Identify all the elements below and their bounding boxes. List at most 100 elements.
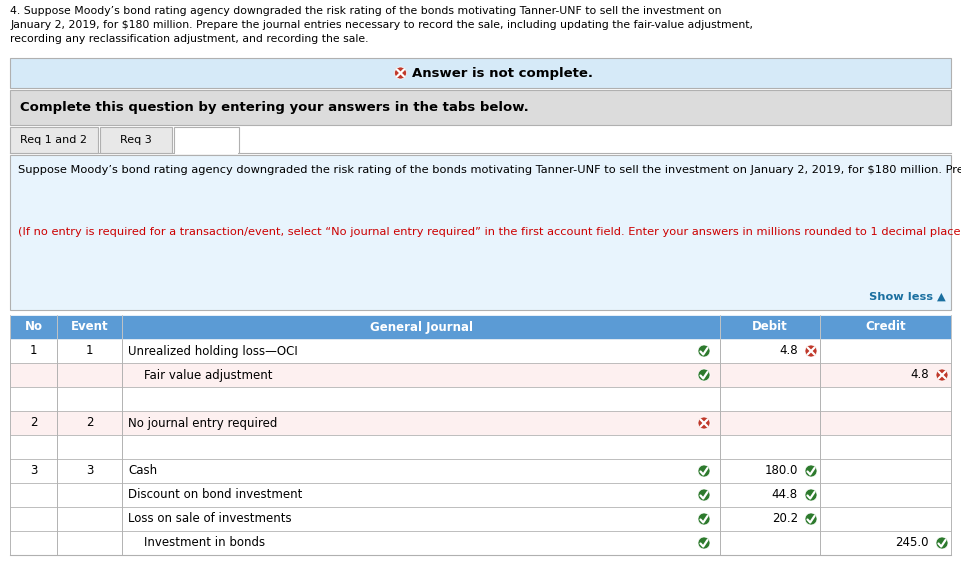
Text: No: No	[24, 320, 42, 333]
Text: 180.0: 180.0	[765, 465, 798, 477]
Polygon shape	[10, 155, 951, 310]
Text: 44.8: 44.8	[772, 489, 798, 502]
Polygon shape	[820, 411, 951, 435]
Polygon shape	[10, 435, 57, 459]
Polygon shape	[10, 315, 57, 339]
Text: 3: 3	[30, 465, 37, 477]
Polygon shape	[820, 507, 951, 531]
Polygon shape	[820, 483, 951, 507]
Polygon shape	[820, 531, 951, 555]
Text: 2: 2	[30, 416, 37, 429]
Text: 4. Suppose Moody’s bond rating agency downgraded the risk rating of the bonds mo: 4. Suppose Moody’s bond rating agency do…	[10, 6, 722, 16]
Text: Show less ▲: Show less ▲	[870, 292, 946, 302]
Circle shape	[698, 369, 710, 381]
Polygon shape	[720, 435, 820, 459]
Polygon shape	[57, 531, 122, 555]
Polygon shape	[57, 435, 122, 459]
Polygon shape	[10, 459, 57, 483]
Text: 2: 2	[86, 416, 93, 429]
Polygon shape	[122, 387, 720, 411]
Circle shape	[698, 417, 710, 429]
Text: January 2, 2019, for $180 million. Prepare the journal entries necessary to reco: January 2, 2019, for $180 million. Prepa…	[10, 20, 753, 30]
Circle shape	[698, 537, 710, 549]
Text: Event: Event	[71, 320, 109, 333]
Text: recording any reclassification adjustment, and recording the sale.: recording any reclassification adjustmen…	[10, 34, 368, 44]
Polygon shape	[122, 363, 720, 387]
Text: Discount on bond investment: Discount on bond investment	[128, 489, 303, 502]
Polygon shape	[122, 339, 720, 363]
Text: 1: 1	[30, 345, 37, 358]
Text: Fair value adjustment: Fair value adjustment	[144, 369, 273, 382]
Circle shape	[805, 465, 817, 477]
Text: Req 3: Req 3	[120, 135, 152, 145]
Polygon shape	[57, 507, 122, 531]
Polygon shape	[10, 58, 951, 88]
Polygon shape	[57, 387, 122, 411]
Polygon shape	[122, 459, 720, 483]
Polygon shape	[10, 339, 57, 363]
Polygon shape	[57, 459, 122, 483]
Polygon shape	[122, 411, 720, 435]
Circle shape	[698, 465, 710, 477]
Text: Suppose Moody’s bond rating agency downgraded the risk rating of the bonds motiv: Suppose Moody’s bond rating agency downg…	[18, 165, 961, 175]
Text: Unrealized holding loss—OCI: Unrealized holding loss—OCI	[128, 345, 298, 358]
Text: Complete this question by entering your answers in the tabs below.: Complete this question by entering your …	[20, 101, 529, 114]
Text: 4.8: 4.8	[779, 345, 798, 358]
Polygon shape	[10, 127, 98, 153]
Polygon shape	[57, 339, 122, 363]
Polygon shape	[820, 363, 951, 387]
Polygon shape	[57, 411, 122, 435]
Polygon shape	[720, 483, 820, 507]
Text: 1: 1	[86, 345, 93, 358]
Polygon shape	[720, 459, 820, 483]
Polygon shape	[720, 411, 820, 435]
Polygon shape	[10, 507, 57, 531]
Text: Cash: Cash	[128, 465, 158, 477]
Text: 245.0: 245.0	[896, 536, 929, 550]
Polygon shape	[100, 127, 172, 153]
Circle shape	[805, 513, 817, 525]
Polygon shape	[10, 363, 57, 387]
Polygon shape	[820, 435, 951, 459]
Polygon shape	[720, 387, 820, 411]
Text: Credit: Credit	[865, 320, 906, 333]
Circle shape	[805, 345, 817, 357]
Polygon shape	[10, 483, 57, 507]
Circle shape	[698, 513, 710, 525]
Polygon shape	[122, 531, 720, 555]
Polygon shape	[720, 315, 820, 339]
Text: Debit: Debit	[752, 320, 788, 333]
Circle shape	[805, 489, 817, 501]
Polygon shape	[10, 531, 57, 555]
Circle shape	[936, 369, 948, 381]
Polygon shape	[10, 411, 57, 435]
Text: Answer is not complete.: Answer is not complete.	[412, 66, 594, 79]
Circle shape	[395, 67, 407, 79]
Circle shape	[936, 537, 948, 549]
Text: 20.2: 20.2	[772, 513, 798, 526]
Polygon shape	[720, 363, 820, 387]
Text: 3: 3	[86, 465, 93, 477]
Text: 4.8: 4.8	[910, 369, 929, 382]
Circle shape	[698, 489, 710, 501]
Text: Investment in bonds: Investment in bonds	[144, 536, 265, 550]
Text: No journal entry required: No journal entry required	[128, 416, 278, 429]
Polygon shape	[820, 315, 951, 339]
Polygon shape	[57, 483, 122, 507]
Polygon shape	[820, 459, 951, 483]
Polygon shape	[820, 339, 951, 363]
Polygon shape	[10, 90, 951, 125]
Polygon shape	[57, 363, 122, 387]
Polygon shape	[57, 315, 122, 339]
Polygon shape	[122, 435, 720, 459]
Polygon shape	[10, 387, 57, 411]
Polygon shape	[820, 387, 951, 411]
Circle shape	[698, 345, 710, 357]
Polygon shape	[122, 483, 720, 507]
Polygon shape	[174, 127, 239, 153]
Text: Loss on sale of investments: Loss on sale of investments	[128, 513, 291, 526]
Text: (If no entry is required for a transaction/event, select “No journal entry requi: (If no entry is required for a transacti…	[18, 227, 961, 237]
Polygon shape	[175, 152, 238, 154]
Text: Req 1 and 2: Req 1 and 2	[20, 135, 87, 145]
Text: Req 4: Req 4	[190, 135, 222, 145]
